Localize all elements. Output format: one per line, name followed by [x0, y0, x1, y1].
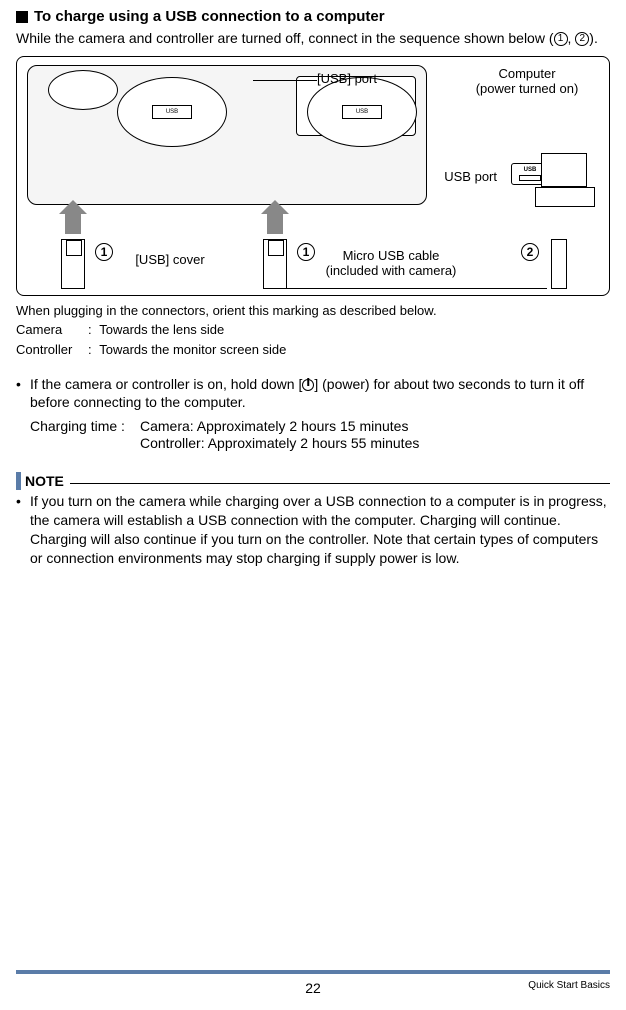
footer-bar-icon — [16, 970, 610, 974]
arrow-up-icon — [267, 212, 283, 234]
intro-after: ). — [589, 30, 598, 46]
intro-sep: , — [568, 30, 576, 46]
laptop-icon — [535, 153, 595, 217]
orientation-camera-value: Towards the lens side — [99, 322, 224, 337]
orientation-sep: : — [88, 342, 92, 357]
connector-orientation-block: When plugging in the connectors, orient … — [16, 302, 610, 359]
orientation-controller-value: Towards the monitor screen side — [99, 342, 286, 357]
callout-oval-1: USB — [117, 77, 227, 147]
step-number-2: 2 — [521, 243, 539, 261]
orientation-camera-label: Camera — [16, 321, 88, 339]
power-icon — [302, 379, 314, 391]
step-circled-2: 2 — [575, 32, 589, 46]
bullet-icon: • — [16, 375, 30, 413]
label-micro-usb-cable: Micro USB cable (included with camera) — [301, 249, 481, 279]
bullet-text: If the camera or controller is on, hold … — [30, 375, 610, 413]
orientation-sep: : — [88, 322, 92, 337]
power-off-instruction: • If the camera or controller is on, hol… — [16, 375, 610, 413]
laptop-base-icon — [535, 187, 595, 207]
bullet-before: If the camera or controller is on, hold … — [30, 376, 302, 392]
charging-values: Camera: Approximately 2 hours 15 minutes… — [140, 418, 419, 452]
page-footer: 22 Quick Start Basics — [16, 970, 610, 998]
usb-plug-icon — [263, 239, 287, 289]
label-usb-port: [USB] port — [317, 72, 437, 87]
label-computer: Computer (power turned on) — [457, 67, 597, 97]
arrow-up-icon — [65, 212, 81, 234]
charging-label-text: Charging time — [30, 418, 117, 434]
charging-camera: Camera: Approximately 2 hours 15 minutes — [140, 418, 419, 434]
note-body: If you turn on the camera while charging… — [30, 492, 610, 568]
usb-slot-icon: USB — [342, 105, 382, 119]
laptop-screen-icon — [541, 153, 587, 187]
charging-sep: : — [121, 418, 125, 434]
section-name: Quick Start Basics — [528, 980, 610, 991]
connection-diagram: USB USB 1 1 2 USB [USB] port Computer (p… — [16, 56, 610, 296]
label-usb-cover: [USB] cover — [125, 253, 215, 268]
note-text: • If you turn on the camera while chargi… — [16, 492, 610, 568]
note-divider-icon — [70, 483, 610, 484]
orientation-controller-row: Controller: Towards the monitor screen s… — [16, 341, 610, 359]
cable-line-icon — [287, 288, 547, 289]
usb-plug-icon — [61, 239, 85, 289]
note-bar-icon — [16, 472, 21, 490]
note-title: NOTE — [25, 473, 64, 489]
intro-before: While the camera and controller are turn… — [16, 30, 554, 46]
page-number: 22 — [305, 980, 321, 996]
usb-plug-icon — [551, 239, 567, 289]
note-block: NOTE • If you turn on the camera while c… — [16, 472, 610, 568]
step-number-1: 1 — [95, 243, 113, 261]
usb-slot-icon: USB — [152, 105, 192, 119]
charging-time-row: Charging time : Camera: Approximately 2 … — [30, 418, 610, 452]
charging-label: Charging time : — [30, 418, 140, 452]
orientation-intro: When plugging in the connectors, orient … — [16, 302, 610, 320]
step-circled-1: 1 — [554, 32, 568, 46]
lens-icon — [48, 70, 118, 110]
orientation-controller-label: Controller — [16, 341, 88, 359]
title-marker-icon — [16, 11, 28, 23]
orientation-camera-row: Camera: Towards the lens side — [16, 321, 610, 339]
label-usb-port-right: USB port — [427, 170, 497, 185]
charging-controller: Controller: Approximately 2 hours 55 min… — [140, 435, 419, 451]
intro-text: While the camera and controller are turn… — [16, 29, 610, 48]
section-title: To charge using a USB connection to a co… — [34, 8, 385, 25]
bullet-icon: • — [16, 492, 30, 568]
section-title-row: To charge using a USB connection to a co… — [16, 8, 610, 25]
callout-oval-2: USB — [307, 77, 417, 147]
note-header: NOTE — [16, 472, 610, 490]
